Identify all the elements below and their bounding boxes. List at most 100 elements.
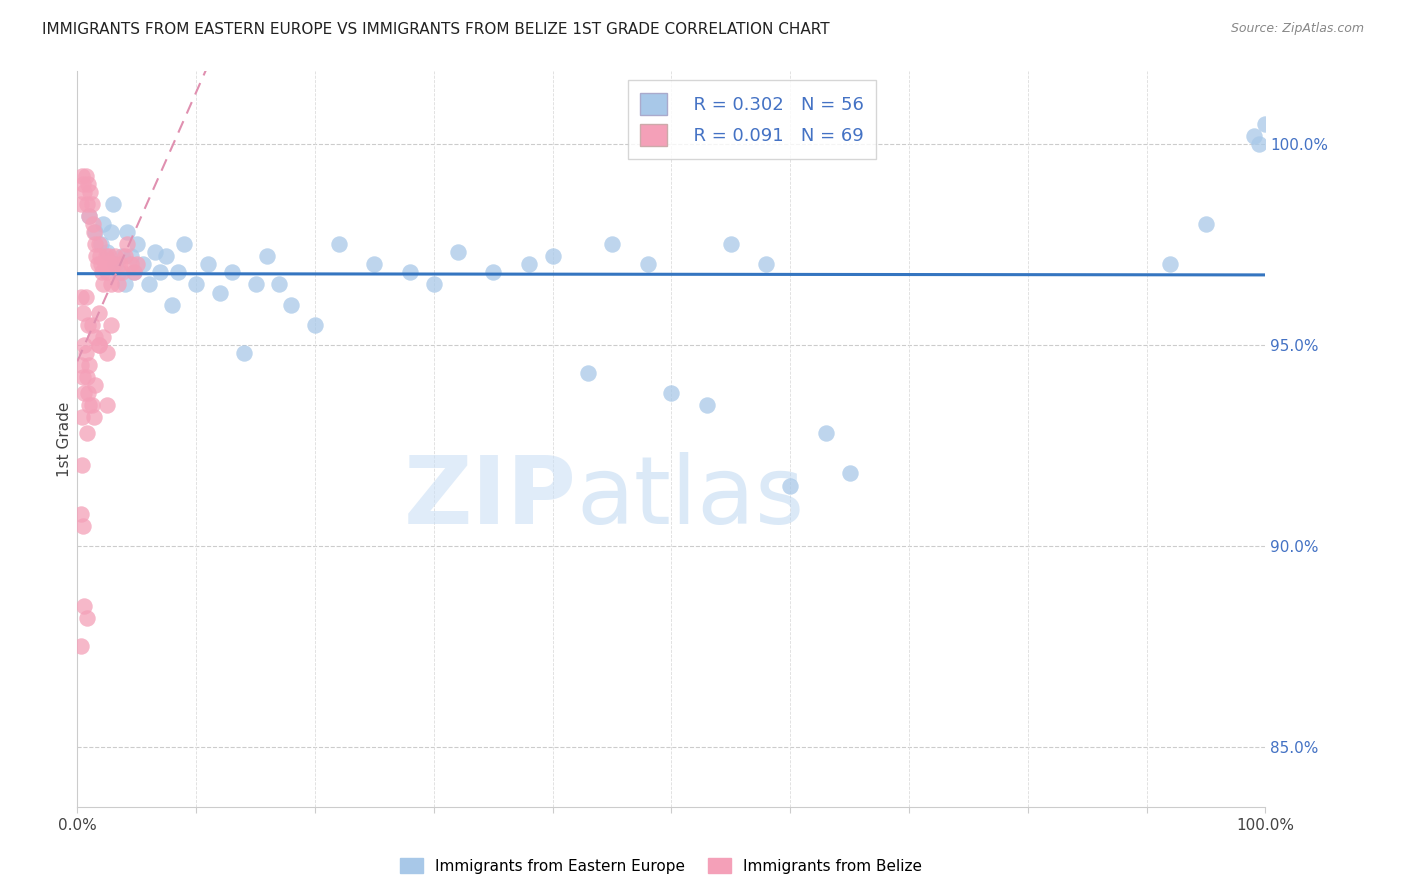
Point (96, 265, 118, 279)
Point (93, 217, 115, 231)
Point (97, 257, 120, 271)
Point (280, 297, 302, 311)
Text: IMMIGRANTS FROM EASTERN EUROPE VS IMMIGRANTS FROM BELIZE 1ST GRADE CORRELATION C: IMMIGRANTS FROM EASTERN EUROPE VS IMMIGR… (42, 22, 830, 37)
Y-axis label: 1st Grade: 1st Grade (56, 401, 72, 477)
Point (70, 169, 93, 183)
Point (87, 338, 110, 352)
Point (93, 257, 115, 271)
Point (77, 318, 100, 332)
Point (269, 277, 291, 292)
Point (517, 257, 540, 271)
Point (86, 249, 108, 263)
Point (221, 265, 243, 279)
Point (90, 237, 112, 252)
Point (637, 257, 659, 271)
Point (75, 169, 97, 183)
Point (1254, 117, 1277, 131)
Point (155, 249, 177, 263)
Point (91, 265, 114, 279)
Point (167, 265, 190, 279)
Point (77, 386, 100, 401)
Point (93, 277, 115, 292)
Point (90, 257, 112, 271)
Point (111, 249, 134, 263)
Point (186, 277, 208, 292)
Point (149, 265, 172, 279)
Point (87, 338, 110, 352)
Point (84, 225, 107, 239)
Point (94, 249, 117, 263)
Point (124, 265, 146, 279)
Point (87, 237, 110, 252)
Point (120, 257, 142, 271)
Point (838, 467, 860, 481)
Point (101, 257, 124, 271)
Point (96, 398, 118, 412)
Point (77, 209, 100, 223)
Point (77, 398, 100, 412)
Point (76, 426, 98, 441)
Point (208, 285, 231, 300)
Point (70, 289, 93, 303)
Text: atlas: atlas (576, 452, 804, 544)
Point (100, 318, 122, 332)
Point (72, 370, 94, 384)
Point (80, 398, 103, 412)
Point (162, 297, 184, 311)
Point (76, 370, 98, 384)
Point (70, 358, 93, 372)
Point (86, 257, 108, 271)
Point (114, 249, 136, 263)
Point (696, 398, 718, 412)
Point (197, 257, 219, 271)
Point (814, 426, 837, 441)
Point (111, 265, 134, 279)
Point (70, 640, 93, 654)
Point (256, 249, 278, 263)
Point (114, 277, 136, 292)
Point (77, 358, 100, 372)
Point (83, 410, 105, 425)
Point (76, 611, 98, 625)
Point (77, 209, 100, 223)
Point (1159, 257, 1181, 271)
Point (138, 277, 160, 292)
Point (1195, 217, 1218, 231)
Point (143, 245, 166, 260)
Point (84, 378, 107, 392)
Point (131, 257, 153, 271)
Point (115, 237, 138, 252)
Point (482, 265, 505, 279)
Point (73, 338, 96, 352)
Point (541, 249, 564, 263)
Point (779, 478, 801, 492)
Point (720, 237, 742, 252)
Point (70, 410, 93, 425)
Point (576, 366, 599, 380)
Point (96, 245, 118, 260)
Legend: Immigrants from Eastern Europe, Immigrants from Belize: Immigrants from Eastern Europe, Immigran… (394, 852, 928, 880)
Point (75, 346, 97, 360)
Point (72, 518, 94, 533)
Point (70, 458, 93, 473)
Point (304, 318, 326, 332)
Point (328, 237, 350, 252)
Point (73, 185, 96, 199)
Point (1249, 136, 1271, 151)
Point (98, 249, 121, 263)
Point (82, 217, 104, 231)
Point (101, 197, 124, 211)
Point (87, 305, 110, 319)
Point (72, 177, 94, 191)
Point (125, 237, 148, 252)
Point (72, 305, 94, 319)
Point (107, 277, 129, 292)
Point (120, 249, 142, 263)
Text: Source: ZipAtlas.com: Source: ZipAtlas.com (1230, 22, 1364, 36)
Point (80, 197, 103, 211)
Point (1243, 128, 1265, 143)
Point (93, 330, 115, 344)
Point (115, 225, 138, 239)
Point (108, 257, 131, 271)
Point (446, 245, 468, 260)
